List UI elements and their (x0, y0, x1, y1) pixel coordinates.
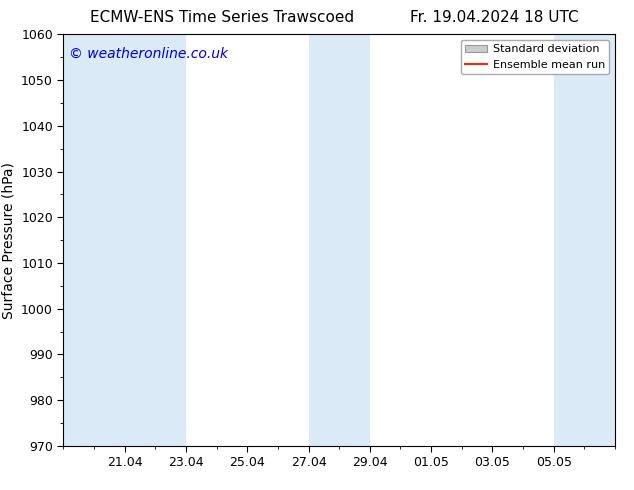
Bar (553, 34, 615, 446)
Text: Fr. 19.04.2024 18 UTC: Fr. 19.04.2024 18 UTC (410, 10, 579, 25)
Bar (63, 34, 125, 446)
Legend: Standard deviation, Ensemble mean run: Standard deviation, Ensemble mean run (460, 40, 609, 74)
Bar (125, 34, 186, 446)
Bar (309, 34, 370, 446)
Y-axis label: Surface Pressure (hPa): Surface Pressure (hPa) (1, 162, 16, 318)
Text: © weatheronline.co.uk: © weatheronline.co.uk (69, 47, 228, 61)
Text: ECMW-ENS Time Series Trawscoed: ECMW-ENS Time Series Trawscoed (90, 10, 354, 25)
